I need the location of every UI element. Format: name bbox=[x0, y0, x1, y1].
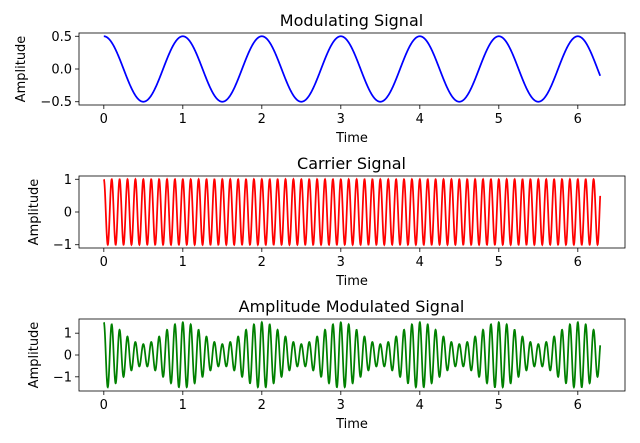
x-tick-label: 2 bbox=[258, 112, 266, 127]
x-tick-label: 6 bbox=[574, 255, 582, 270]
panel-modulating: Modulating Signal 0 1 2 3 4 5 6 −0.5 0.0 0.5 Tim… bbox=[14, 11, 626, 146]
x-tick-label: 3 bbox=[337, 112, 345, 127]
x-tick-label: 5 bbox=[495, 398, 503, 413]
x-tick-label: 5 bbox=[495, 112, 503, 127]
y-tick-label: 0.5 bbox=[51, 30, 72, 45]
y-tick-label: 1 bbox=[64, 327, 72, 342]
x-axis-label: Time bbox=[335, 417, 368, 432]
y-axis: −1 0 1 bbox=[53, 173, 79, 253]
series-line-modulating bbox=[103, 35, 602, 103]
chart-title: Amplitude Modulated Signal bbox=[239, 297, 465, 316]
x-tick-label: 1 bbox=[179, 255, 187, 270]
y-tick-label: 0 bbox=[64, 349, 72, 364]
x-axis: 0 1 2 3 4 5 6 bbox=[100, 248, 582, 270]
x-tick-label: 0 bbox=[100, 112, 108, 127]
y-tick-label: 0.0 bbox=[51, 63, 72, 78]
y-tick-label: −1 bbox=[53, 370, 72, 385]
x-tick-label: 5 bbox=[495, 255, 503, 270]
x-tick-label: 6 bbox=[574, 112, 582, 127]
x-tick-label: 4 bbox=[416, 112, 424, 127]
x-tick-label: 0 bbox=[100, 255, 108, 270]
x-axis: 0 1 2 3 4 5 6 bbox=[100, 391, 582, 413]
x-tick-label: 3 bbox=[337, 398, 345, 413]
x-tick-label: 2 bbox=[258, 398, 266, 413]
chart-title: Modulating Signal bbox=[280, 11, 423, 30]
x-tick-label: 6 bbox=[574, 398, 582, 413]
y-axis-label: Amplitude bbox=[14, 36, 29, 103]
x-tick-label: 0 bbox=[100, 398, 108, 413]
y-axis-label: Amplitude bbox=[27, 322, 42, 389]
y-axis: −0.5 0.0 0.5 bbox=[40, 30, 79, 110]
x-tick-label: 1 bbox=[179, 398, 187, 413]
y-axis-label: Amplitude bbox=[27, 179, 42, 246]
axes-frame bbox=[78, 32, 626, 106]
y-axis: −1 0 1 bbox=[53, 327, 79, 385]
x-tick-label: 1 bbox=[179, 112, 187, 127]
x-tick-label: 4 bbox=[416, 255, 424, 270]
chart-title: Carrier Signal bbox=[297, 154, 406, 173]
x-tick-label: 4 bbox=[416, 398, 424, 413]
y-tick-label: −1 bbox=[53, 238, 72, 253]
x-tick-label: 3 bbox=[337, 255, 345, 270]
panel-carrier: Carrier Signal 0 1 2 3 4 5 6 −1 0 1 Time Amplitu… bbox=[27, 154, 626, 289]
x-tick-label: 2 bbox=[258, 255, 266, 270]
x-axis-label: Time bbox=[335, 131, 368, 146]
y-tick-label: −0.5 bbox=[40, 95, 72, 110]
y-tick-label: 1 bbox=[64, 173, 72, 188]
series-line-carrier bbox=[103, 177, 602, 247]
series-line-am bbox=[103, 320, 602, 389]
x-axis-label: Time bbox=[335, 274, 368, 289]
x-axis: 0 1 2 3 4 5 6 bbox=[100, 105, 582, 127]
y-tick-label: 0 bbox=[64, 206, 72, 221]
